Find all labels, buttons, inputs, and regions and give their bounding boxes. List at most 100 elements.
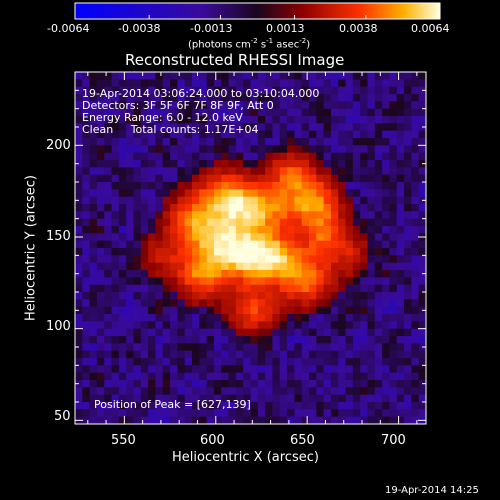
heatmap-cell (265, 174, 273, 183)
heatmap-cell (287, 72, 295, 80)
heatmap-cell (294, 130, 303, 139)
heatmap-cell (404, 343, 412, 352)
heatmap-cell (155, 218, 164, 227)
heatmap-cell (338, 72, 346, 80)
heatmap-cell (396, 380, 405, 388)
heatmap-cell (323, 189, 332, 198)
heatmap-cell (89, 306, 98, 315)
heatmap-cell (382, 79, 390, 88)
heatmap-cell (155, 255, 164, 264)
heatmap-cell (294, 79, 303, 88)
heatmap-cell (89, 233, 98, 242)
heatmap-cell (148, 372, 156, 381)
heatmap-cell (345, 314, 354, 322)
heatmap-cell (352, 299, 361, 308)
heatmap-cell (148, 343, 156, 352)
heatmap-cell (360, 101, 368, 110)
heatmap-cell (272, 116, 281, 124)
heatmap-cell (257, 167, 266, 176)
heatmap-cell (382, 328, 390, 337)
heatmap-cell (75, 218, 83, 227)
heatmap-cell (374, 343, 383, 352)
heatmap-cell (148, 123, 156, 132)
heatmap-cell (396, 108, 405, 117)
heatmap-cell (162, 358, 171, 366)
heatmap-cell (170, 226, 178, 234)
heatmap-cell (338, 343, 346, 352)
heatmap-cell (309, 409, 317, 418)
heatmap-cell (411, 211, 420, 220)
heatmap-cell (133, 321, 142, 330)
heatmap-cell (133, 343, 142, 352)
heatmap-cell (170, 174, 178, 183)
heatmap-cell (118, 255, 127, 264)
heatmap-cell (330, 123, 339, 132)
heatmap-cell (352, 409, 361, 418)
heatmap-cell (213, 226, 222, 234)
heatmap-cell (382, 394, 390, 403)
heatmap-cell (309, 328, 317, 337)
heatmap-cell (206, 394, 215, 403)
heatmap-cell (389, 394, 398, 403)
heatmap-cell (104, 72, 112, 80)
heatmap-cell (104, 358, 112, 366)
heatmap-cell (213, 270, 222, 278)
heatmap-cell (177, 321, 186, 330)
heatmap-cell (360, 108, 368, 117)
heatmap-cell (184, 262, 193, 271)
heatmap-cell (316, 218, 325, 227)
heatmap-cell (345, 277, 354, 286)
heatmap-cell (243, 116, 251, 124)
colorbar-tick-label: 0.0038 (339, 22, 378, 35)
heatmap-cell (221, 372, 229, 381)
heatmap-cell (235, 387, 244, 396)
heatmap-cell (118, 372, 127, 381)
heatmap-cell (382, 116, 390, 124)
heatmap-cell (155, 211, 164, 220)
heatmap-cell (338, 306, 346, 315)
heatmap-cell (294, 86, 303, 95)
heatmap-cell (148, 79, 156, 88)
heatmap-cell (367, 167, 376, 176)
heatmap-cell (199, 79, 208, 88)
heatmap-cell (265, 299, 273, 308)
heatmap-cell (309, 211, 317, 220)
heatmap-cell (279, 343, 288, 352)
heatmap-cell (382, 72, 390, 80)
heatmap-cell (104, 86, 112, 95)
heatmap-cell (140, 277, 149, 286)
heatmap-cell (294, 284, 303, 293)
heatmap-cell (148, 138, 156, 146)
heatmap-cell (309, 402, 317, 410)
heatmap-cell (170, 248, 178, 256)
heatmap-cell (418, 328, 427, 337)
heatmap-cell (279, 152, 288, 161)
heatmap-cell (411, 226, 420, 234)
heatmap-cell (140, 262, 149, 271)
heatmap-cell (330, 394, 339, 403)
heatmap-cell (279, 204, 288, 212)
heatmap-cell (89, 240, 98, 249)
heatmap-cell (279, 328, 288, 337)
heatmap-cell (235, 314, 244, 322)
heatmap-cell (360, 204, 368, 212)
heatmap-cell (96, 86, 105, 95)
heatmap-cell (243, 72, 251, 80)
heatmap-cell (294, 402, 303, 410)
heatmap-cell (82, 86, 91, 95)
heatmap-cell (374, 123, 383, 132)
heatmap-cell (111, 262, 120, 271)
heatmap-cell (148, 108, 156, 117)
heatmap-cell (221, 328, 229, 337)
heatmap-cell (243, 380, 251, 388)
heatmap-cell (323, 350, 332, 359)
heatmap-cell (330, 284, 339, 293)
heatmap-cell (257, 372, 266, 381)
heatmap-cell (118, 108, 127, 117)
heatmap-cell (279, 160, 288, 168)
heatmap-cell (279, 314, 288, 322)
heatmap-cell (338, 167, 346, 176)
heatmap-cell (294, 233, 303, 242)
heatmap-cell (75, 174, 83, 183)
heatmap-cell (360, 321, 368, 330)
